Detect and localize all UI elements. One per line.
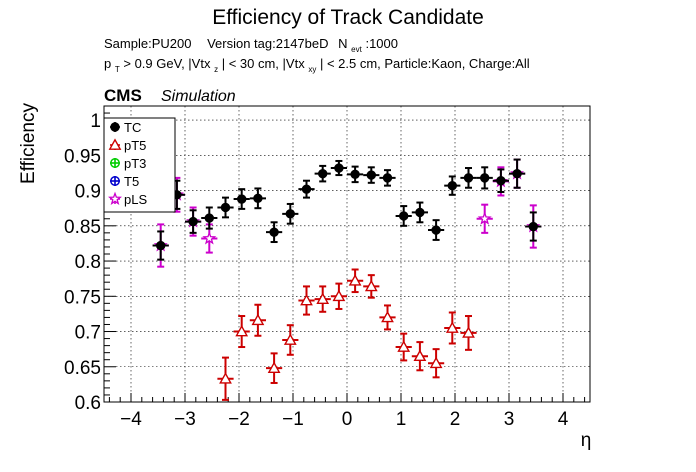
y-tick-label: 0.7: [75, 323, 101, 344]
info-line-2: p T > 0.9 GeV, |Vtx z | < 30 cm, |Vtx xy…: [104, 56, 530, 75]
data-point-tc: [269, 227, 279, 237]
legend-label-pls: pLS: [124, 192, 147, 207]
legend-label-pt5: pT5: [124, 138, 146, 153]
data-point-tc: [253, 193, 263, 204]
legend-label-tc: TC: [124, 120, 141, 135]
data-point-tc: [220, 202, 231, 213]
data-point-pls: [477, 211, 492, 225]
x-tick-label: 1: [396, 409, 407, 430]
sample-label: Sample:PU200: [104, 36, 191, 51]
y-tick-label: 0.85: [64, 217, 101, 238]
data-point-tc: [528, 221, 538, 232]
data-point-tc: [285, 209, 295, 219]
y-tick-label: 0.95: [64, 146, 101, 167]
data-point-pt5: [381, 310, 394, 323]
data-point-pt5: [364, 279, 378, 292]
data-point-tc: [204, 213, 215, 223]
cut-pt-rest: > 0.9 GeV, |Vtx: [123, 56, 211, 71]
x-tick-label: −4: [120, 409, 142, 430]
cut-z-sub: z: [214, 65, 218, 74]
data-point-tc: [463, 173, 474, 183]
data-points: [152, 158, 542, 401]
data-point-pt5: [283, 333, 297, 345]
data-point-pt5: [235, 324, 249, 337]
legend: TC pT5 pT3 T5 pLS: [103, 117, 176, 213]
x-tick-label: −1: [282, 409, 304, 430]
data-point-pt5: [332, 289, 346, 302]
nevt-label: N: [338, 36, 347, 51]
cut-xy-sub: xy: [308, 65, 316, 74]
cut-z-rest: | < 30 cm, |Vtx: [222, 56, 305, 71]
data-point-pt5: [413, 349, 427, 362]
legend-marker-pls: [107, 191, 123, 205]
data-point-pt5: [267, 361, 281, 374]
data-point-tc: [237, 194, 247, 204]
data-point-pt5: [429, 356, 443, 369]
nevt-value: :1000: [365, 36, 398, 51]
cms-label: CMS: [104, 86, 142, 105]
y-tick-label: 0.65: [64, 358, 101, 379]
y-axis-label: Efficiency: [18, 103, 39, 184]
legend-marker-pt5: [108, 138, 122, 150]
data-point-tc: [480, 173, 490, 183]
data-point-pls: [202, 231, 217, 245]
data-point-pt5: [397, 340, 411, 352]
data-point-tc: [334, 163, 344, 173]
y-tick-label: 1: [90, 111, 101, 132]
data-point-tc: [399, 211, 409, 221]
y-tick-label: 0.8: [75, 252, 101, 273]
grid-lines: [104, 106, 590, 403]
data-point-tc: [431, 225, 441, 235]
data-point-pt5: [251, 313, 265, 326]
x-tick-label: 0: [342, 409, 353, 430]
x-tick-label: 3: [504, 409, 515, 430]
data-point-pt5: [219, 372, 232, 384]
data-point-tc: [301, 184, 312, 194]
data-point-pt5: [348, 274, 362, 286]
data-point-tc: [382, 173, 393, 183]
x-tick-label: −2: [228, 409, 250, 430]
data-point-pt5: [300, 293, 313, 306]
data-point-tc: [447, 180, 457, 191]
nevt-sub: evt: [351, 45, 362, 54]
series-pt5: [217, 268, 477, 401]
legend-marker-t5: [110, 176, 120, 186]
simulation-label: Simulation: [161, 88, 236, 105]
data-point-tc: [188, 216, 198, 227]
x-tick-label: 2: [450, 409, 461, 430]
data-point-tc: [156, 240, 166, 251]
legend-label-t5: T5: [124, 174, 139, 189]
data-point-tc: [318, 168, 328, 179]
data-point-tc: [366, 170, 376, 180]
data-point-tc: [415, 207, 425, 218]
x-axis-label: η: [581, 430, 592, 451]
cut-pt-sub: T: [115, 65, 120, 74]
y-tick-label: 0.75: [64, 287, 101, 308]
y-tick-label: 0.6: [75, 393, 101, 414]
data-point-tc: [350, 169, 360, 180]
data-point-tc: [512, 168, 522, 179]
legend-label-pt3: pT3: [124, 156, 146, 171]
series-tc: [152, 158, 542, 261]
legend-marker-pt3: [110, 158, 120, 168]
x-tick-label: 4: [558, 409, 569, 430]
data-point-pt5: [445, 321, 459, 333]
data-point-tc: [496, 176, 506, 186]
x-tick-label: −3: [174, 409, 196, 430]
version-label: Version tag:2147beD: [207, 36, 328, 51]
plot-title: Efficiency of Track Candidate: [212, 6, 484, 29]
data-point-pt5: [462, 326, 475, 338]
data-point-pt5: [316, 292, 330, 304]
cut-xy-rest: | < 2.5 cm, Particle:Kaon, Charge:All: [320, 56, 530, 71]
legend-marker-tc: [110, 122, 120, 132]
y-tick-label: 0.9: [75, 182, 101, 203]
axes: −4 −3 −2 −1 0 1 2 3 4 0.6 0.65 0.7 0.75 0.8 0.85 0.9 0.9…: [64, 105, 591, 430]
cut-pt: p: [104, 56, 111, 71]
info-line-1: Sample:PU200 Version tag:2147beD N evt :…: [104, 36, 398, 55]
